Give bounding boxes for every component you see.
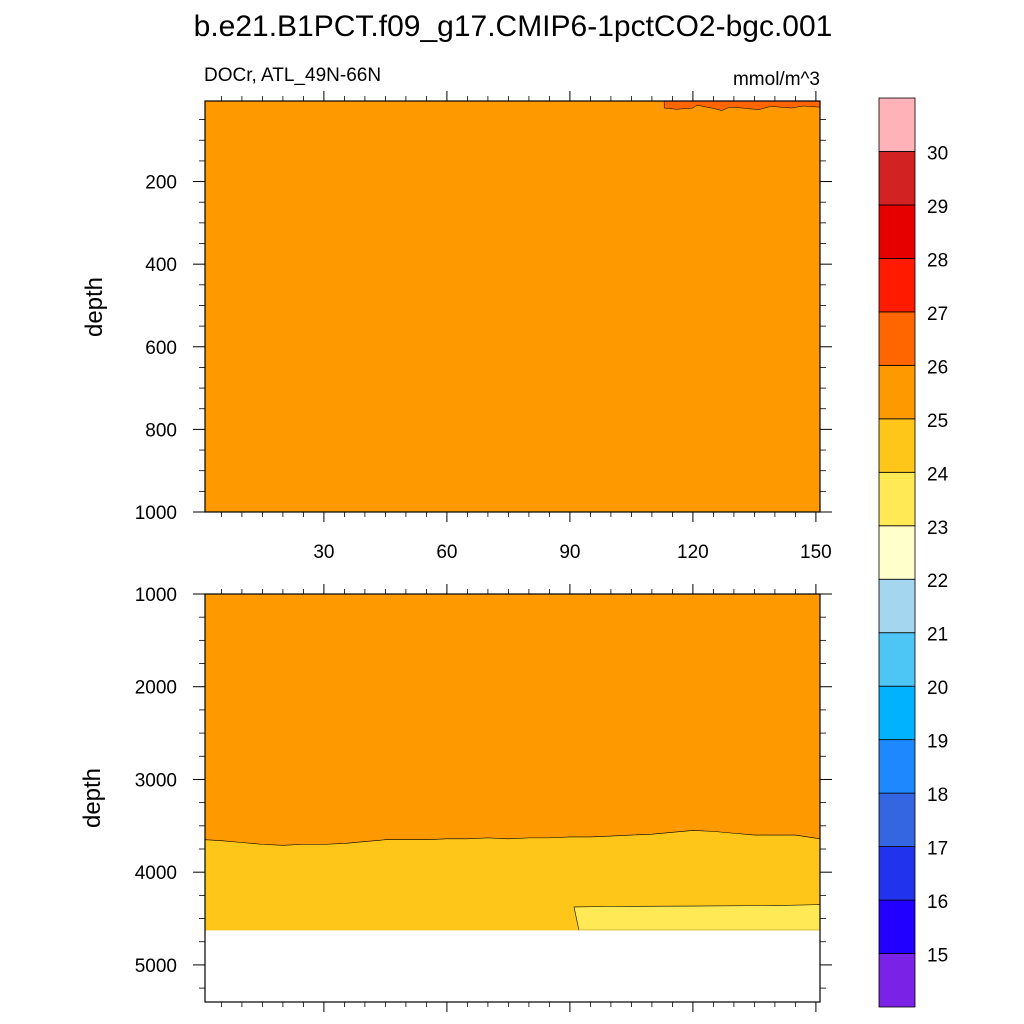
colorbar-box — [878, 418, 916, 473]
y-tick-label: 1000 — [135, 503, 177, 524]
x-tick-label: 150 — [800, 542, 832, 563]
colorbar-box — [878, 204, 916, 259]
colorbar-label: 19 — [927, 732, 948, 753]
colorbar-label: 25 — [927, 411, 948, 432]
colorbar-label: 24 — [927, 464, 949, 485]
colorbar-label: 26 — [927, 357, 948, 378]
colorbar-label: 30 — [927, 143, 948, 164]
no-data-region — [205, 930, 820, 1002]
x-tick-label: 30 — [313, 542, 334, 563]
colorbar-box — [878, 311, 916, 366]
colorbar-box — [878, 739, 916, 794]
colorbar-label: 16 — [927, 892, 948, 913]
contour-25 — [204, 830, 821, 846]
colorbar-box — [878, 632, 916, 687]
colorbar-label: 18 — [927, 785, 948, 806]
colorbar-label: 23 — [927, 518, 948, 539]
fill-23-24 — [573, 904, 821, 931]
colorbar-box — [878, 846, 916, 901]
top-panel-ylabel: depth — [81, 277, 108, 337]
y-tick-label: 3000 — [135, 770, 177, 791]
colorbar-box — [878, 97, 916, 152]
fill-25-26 — [205, 101, 820, 512]
x-tick-label: 60 — [436, 542, 457, 563]
x-tick-label: 90 — [559, 542, 580, 563]
y-tick-label: 200 — [145, 173, 177, 194]
colorbar-label: 28 — [927, 250, 948, 271]
colorbar-label: 29 — [927, 197, 948, 218]
colorbar-box — [878, 578, 916, 634]
colorbar-label: 21 — [927, 625, 948, 646]
colorbar-box — [878, 258, 916, 313]
colorbar-box — [878, 525, 916, 580]
top-panel: 30 60 90 120 150 200 400 600 800 1000 — [135, 91, 832, 563]
y-tick-label: 400 — [145, 255, 177, 276]
colorbar-label: 20 — [927, 678, 948, 699]
bottom-panel: 1000 2000 3000 4000 5000 — [135, 584, 832, 1012]
colorbar-box — [878, 792, 916, 847]
y-tick-label: 4000 — [135, 863, 177, 884]
colorbar-box — [878, 151, 916, 206]
y-tick-label: 2000 — [135, 678, 177, 699]
colorbar-box — [878, 899, 916, 954]
colorbar-box — [878, 685, 916, 741]
fill-24-25 — [205, 830, 820, 931]
y-tick-label: 1000 — [135, 585, 177, 606]
y-tick-label: 5000 — [135, 956, 177, 977]
panel-frame — [204, 100, 821, 513]
colorbar-box — [878, 953, 916, 1008]
fill-26-27-patch — [663, 100, 821, 111]
y-tick-label: 800 — [145, 420, 177, 441]
colorbar-label: 15 — [927, 946, 948, 967]
x-tick-label: 120 — [677, 542, 709, 563]
panel-frame — [204, 593, 821, 1003]
units-label: mmol/m^3 — [733, 69, 820, 90]
colorbar-box — [878, 364, 916, 420]
colorbar: 15 16 17 18 19 20 21 22 23 24 25 26 27 28 29 30 — [878, 97, 949, 1008]
bottom-panel-ylabel: depth — [79, 768, 106, 828]
y-tick-label: 600 — [145, 338, 177, 359]
chart-title: b.e21.B1PCT.f09_g17.CMIP6-1pctCO2-bgc.00… — [194, 10, 833, 43]
colorbar-label: 22 — [927, 571, 948, 592]
colorbar-label: 27 — [927, 304, 948, 325]
colorbar-label: 17 — [927, 839, 948, 860]
colorbar-box — [878, 471, 916, 527]
variable-label: DOCr, ATL_49N-66N — [204, 65, 381, 86]
